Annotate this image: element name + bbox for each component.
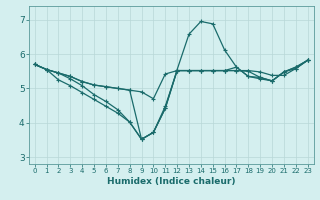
X-axis label: Humidex (Indice chaleur): Humidex (Indice chaleur) [107, 177, 236, 186]
